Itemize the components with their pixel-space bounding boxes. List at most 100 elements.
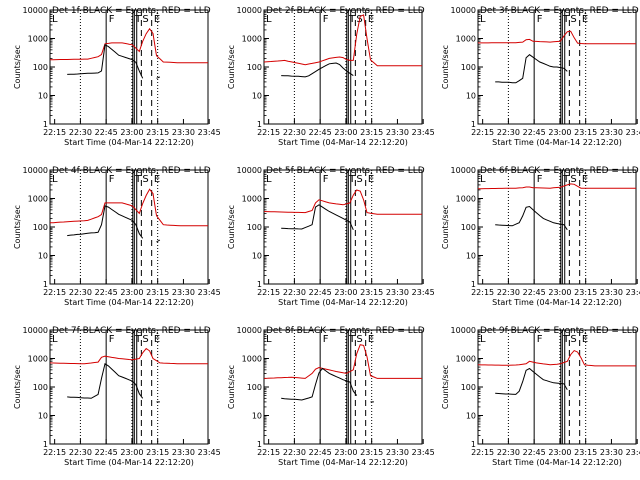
x-tick-label: 23:00 (334, 288, 357, 297)
x-tick-label: 22:30 (69, 288, 92, 297)
marker-letter-f: F (109, 14, 115, 25)
y-tick-label: 100 (247, 223, 262, 232)
x-tick-label: 23:30 (600, 288, 623, 297)
marker-letter-l: L (52, 334, 58, 345)
lld-series-line (478, 30, 636, 45)
marker-letter-e: E (368, 174, 374, 185)
marker-letter-e: E (154, 334, 160, 345)
marker-letter-s: S (356, 334, 362, 345)
y-tick-label: 100 (461, 63, 476, 72)
y-tick-label: 1000 (242, 195, 262, 204)
x-axis-label: Start Time (04-Mar-14 22:12:20) (278, 298, 408, 307)
lld-series-line (477, 349, 636, 367)
x-tick-label: 23:30 (600, 128, 623, 137)
marker-letter-e: E (368, 14, 374, 25)
lld-series-line (49, 347, 208, 365)
detector-panel-2: Det 2f BLACK = Events, RED = LLD 1 10 100 10… (227, 6, 435, 147)
y-tick-label: 1000 (28, 355, 48, 364)
x-axis-label: Start Time (04-Mar-14 22:12:20) (492, 138, 622, 147)
x-tick-label: 22:45 (95, 288, 118, 297)
marker-letter-t: T (348, 14, 356, 25)
x-tick-label: 22:15 (43, 448, 66, 457)
detector-panel-4: Det 4f BLACK = Events, RED = LLD 1 10 100 10… (13, 166, 221, 307)
plot-frame (263, 329, 423, 445)
x-tick-label: 22:15 (257, 288, 280, 297)
plot-frame (263, 169, 423, 285)
y-tick-label: 100 (33, 383, 48, 392)
y-tick-label: 10000 (237, 166, 262, 175)
marker-letter-s: S (570, 174, 576, 185)
x-tick-label: 22:45 (309, 448, 332, 457)
y-tick-label: 1 (471, 280, 476, 289)
marker-letter-e: E (582, 14, 588, 25)
panel-title: Det 4f BLACK = Events, RED = LLD (52, 166, 211, 176)
panel-title: Det 8f BLACK = Events, RED = LLD (266, 326, 425, 336)
x-tick-label: 23:00 (120, 288, 143, 297)
y-axis-label: Counts/sec (441, 45, 450, 89)
x-tick-label: 22:45 (523, 448, 546, 457)
y-tick-label: 1 (257, 120, 262, 129)
y-axis-label: Counts/sec (13, 365, 22, 409)
lld-series-line (263, 189, 422, 215)
detector-panel-7: Det 7f BLACK = Events, RED = LLD 1 10 100 10… (13, 326, 221, 467)
marker-letter-e: E (582, 174, 588, 185)
events-series-line (281, 367, 374, 403)
panel-title: Det 5f BLACK = Events, RED = LLD (266, 166, 425, 176)
y-tick-label: 1000 (456, 355, 476, 364)
x-tick-label: 23:30 (386, 448, 409, 457)
marker-letter-f: F (537, 174, 543, 185)
x-tick-label: 23:45 (412, 448, 435, 457)
x-tick-label: 22:15 (471, 288, 494, 297)
y-tick-label: 1 (43, 280, 48, 289)
y-tick-label: 10000 (23, 6, 48, 15)
marker-letter-l: L (266, 334, 272, 345)
y-tick-label: 10 (466, 252, 476, 261)
x-tick-label: 23:45 (198, 128, 221, 137)
y-tick-label: 10 (38, 252, 48, 261)
y-tick-label: 100 (33, 63, 48, 72)
y-tick-label: 10 (38, 412, 48, 421)
x-tick-label: 23:30 (172, 448, 195, 457)
x-tick-label: 22:45 (309, 128, 332, 137)
y-axis-label: Counts/sec (227, 205, 236, 249)
marker-letter-s: S (356, 174, 362, 185)
x-axis-label: Start Time (04-Mar-14 22:12:20) (492, 458, 622, 467)
y-tick-label: 1 (43, 120, 48, 129)
x-tick-label: 22:15 (43, 288, 66, 297)
lld-series-line (263, 344, 422, 379)
x-tick-label: 23:15 (574, 128, 597, 137)
marker-letter-t: T (134, 14, 142, 25)
events-series-line (67, 44, 161, 79)
x-tick-label: 23:30 (600, 448, 623, 457)
marker-letter-l: L (52, 174, 58, 185)
y-tick-label: 1 (471, 440, 476, 449)
y-tick-label: 10 (466, 92, 476, 101)
x-tick-label: 23:45 (412, 128, 435, 137)
detector-panel-1: Det 1f BLACK = Events, RED = LLD 1 10 100 10… (13, 6, 221, 147)
panel-title: Det 1f BLACK = Events, RED = LLD (52, 6, 211, 16)
x-tick-label: 22:30 (497, 448, 520, 457)
x-tick-label: 22:45 (95, 128, 118, 137)
y-tick-label: 1000 (242, 35, 262, 44)
marker-letter-f: F (323, 174, 329, 185)
x-tick-label: 22:15 (257, 128, 280, 137)
marker-letter-f: F (323, 334, 329, 345)
x-tick-label: 22:15 (257, 448, 280, 457)
x-tick-label: 22:30 (283, 288, 306, 297)
x-tick-label: 23:00 (548, 128, 571, 137)
x-tick-label: 23:15 (574, 448, 597, 457)
detector-panel-9: Det 9f BLACK = Events, RED = LLD 1 10 100 10… (441, 326, 640, 467)
y-tick-label: 10 (252, 92, 262, 101)
x-axis-label: Start Time (04-Mar-14 22:12:20) (278, 458, 408, 467)
x-axis-label: Start Time (04-Mar-14 22:12:20) (64, 298, 194, 307)
y-tick-label: 1 (257, 440, 262, 449)
x-axis-label: Start Time (04-Mar-14 22:12:20) (64, 458, 194, 467)
y-tick-label: 100 (33, 223, 48, 232)
y-tick-label: 100 (461, 223, 476, 232)
x-tick-label: 23:30 (172, 288, 195, 297)
marker-letter-e: E (582, 334, 588, 345)
x-tick-label: 23:30 (386, 288, 409, 297)
y-axis-label: Counts/sec (441, 205, 450, 249)
marker-letter-s: S (570, 334, 576, 345)
